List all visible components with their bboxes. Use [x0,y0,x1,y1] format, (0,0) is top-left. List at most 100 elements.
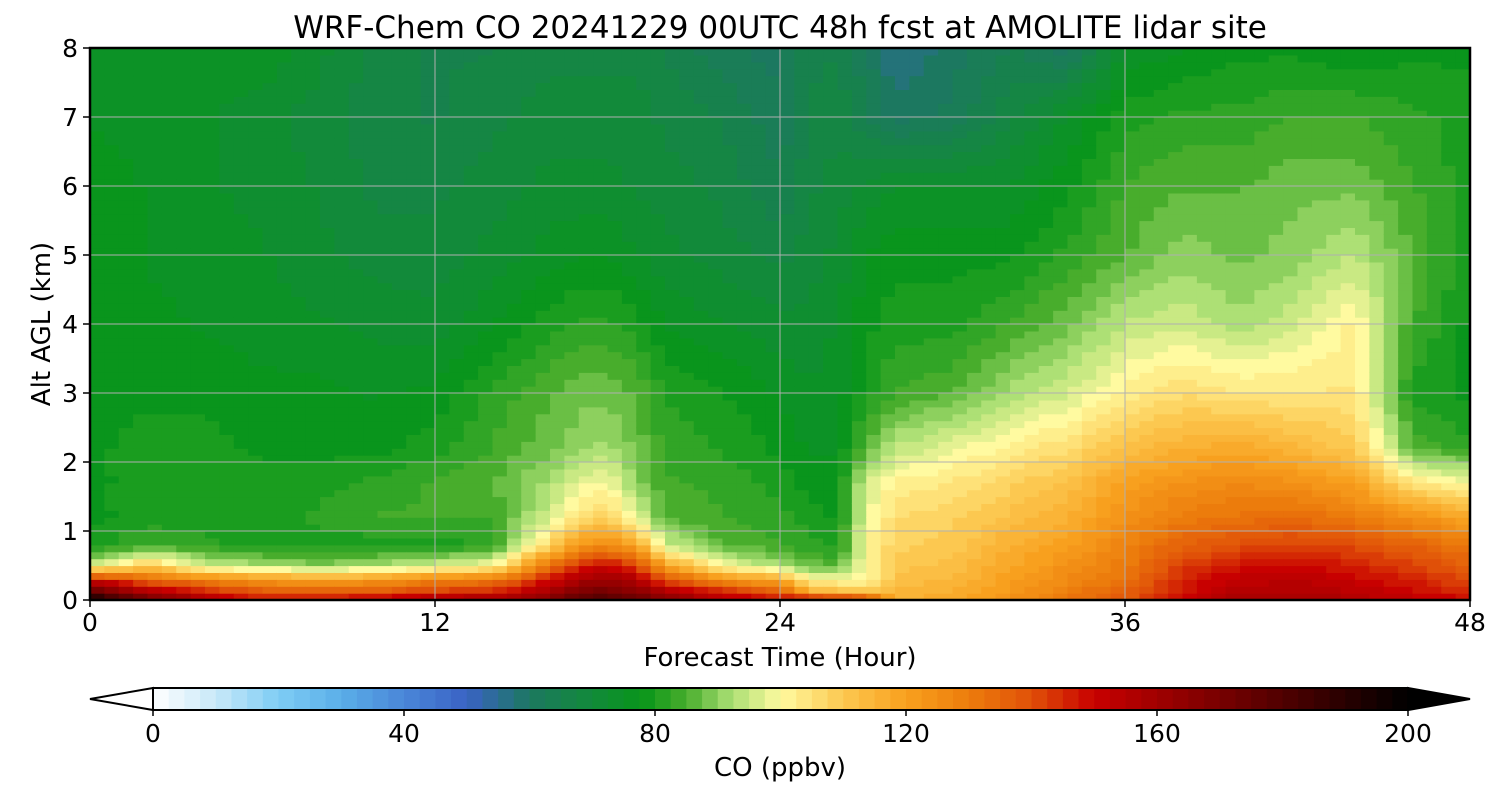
co-cell [564,261,580,270]
co-cell [636,344,652,353]
co-cell [808,524,824,532]
co-cell [233,248,249,256]
co-cell [751,103,767,111]
co-cell [636,151,652,159]
co-cell [952,48,968,56]
co-cell [866,386,882,394]
co-cell [320,572,335,580]
co-cell [320,330,335,339]
co-cell [463,296,479,304]
co-cell [334,310,350,318]
co-cell [794,192,810,201]
co-cell [133,565,149,573]
co-cell [708,158,724,166]
co-cell [219,179,235,187]
co-cell [147,179,163,187]
co-cell [377,399,393,408]
co-cell [736,54,752,63]
co-cell [478,496,494,504]
co-cell [449,172,465,180]
co-cell [693,510,709,518]
co-cell [377,593,393,601]
co-cell [420,96,436,104]
co-cell [823,593,839,601]
co-cell [593,151,609,159]
co-cell [161,503,177,511]
co-cell [751,462,767,470]
co-cell [895,103,910,111]
co-cell [722,510,738,518]
co-cell [291,186,307,194]
co-cell [363,54,379,63]
co-cell [118,427,134,435]
co-cell [147,531,163,539]
co-cell [837,296,853,304]
co-cell [219,468,235,477]
co-cell [535,537,551,546]
co-cell [291,399,307,408]
co-cell [104,468,120,477]
co-cell [679,489,695,498]
co-cell [938,489,954,498]
co-cell [233,344,249,353]
co-cell [492,579,508,587]
co-cell [291,448,307,456]
co-cell [823,379,839,387]
co-cell [535,393,551,401]
co-cell [665,151,680,159]
co-cell [851,234,867,242]
co-cell [420,289,436,297]
co-cell [550,199,565,208]
co-cell [650,399,666,408]
co-cell [248,489,264,498]
co-cell [708,551,724,560]
co-cell [420,103,436,111]
co-cell [564,172,580,180]
co-cell [262,372,278,380]
co-cell [449,255,465,263]
co-cell [190,255,206,263]
co-cell [90,213,105,222]
co-cell [262,531,278,539]
co-cell [981,448,997,456]
co-cell [233,503,249,511]
co-cell [104,199,120,208]
co-cell [564,123,580,132]
co-cell [851,503,867,511]
co-cell [348,365,364,373]
co-cell [521,441,537,449]
co-cell [133,151,149,159]
co-cell [938,593,954,601]
co-cell [966,255,982,263]
co-cell [334,220,350,228]
co-cell [463,455,479,463]
co-cell [463,82,479,90]
co-cell [248,475,264,484]
co-cell [923,551,939,560]
co-cell [463,117,479,125]
co-cell [736,303,752,311]
co-cell [880,586,896,594]
co-cell [104,282,120,291]
co-cell [593,310,609,318]
co-cell [693,330,709,339]
co-cell [176,241,192,249]
co-cell [233,103,249,111]
co-cell [521,593,537,601]
co-cell [923,137,939,146]
co-cell [636,524,652,532]
co-cell [233,489,249,498]
co-cell [751,96,767,104]
co-cell [391,468,407,477]
co-cell [665,337,680,346]
co-cell [406,420,422,429]
co-cell [751,579,767,587]
co-cell [233,372,249,380]
co-cell [262,455,278,463]
co-cell [233,406,249,415]
co-cell [794,448,810,456]
co-cell [219,358,235,366]
co-cell [607,151,623,159]
co-cell [334,61,350,70]
co-cell [938,282,954,291]
